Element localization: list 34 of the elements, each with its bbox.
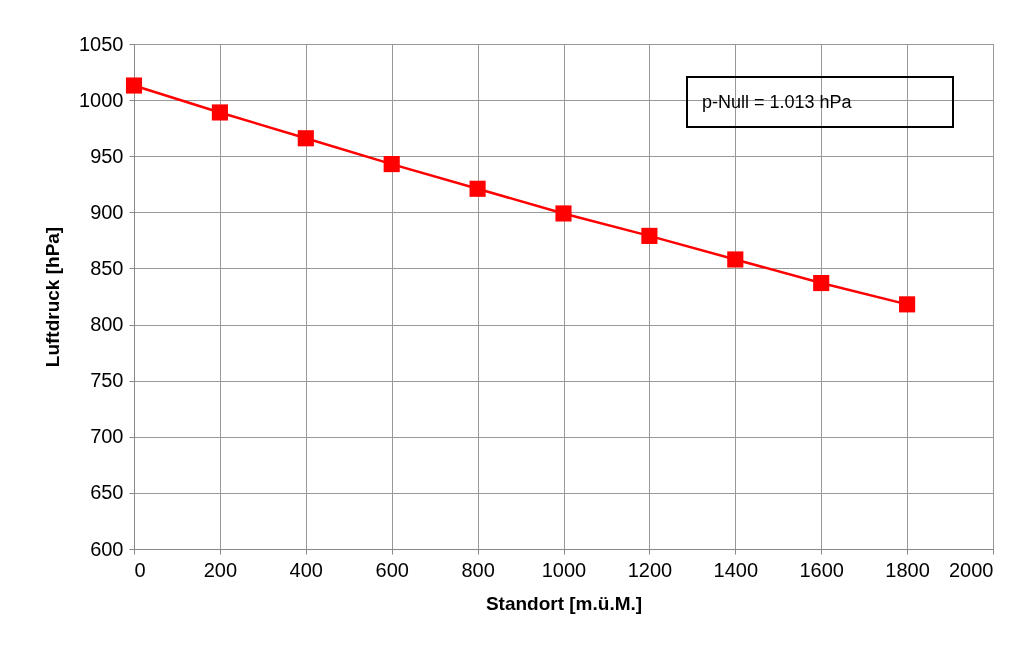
x-tick-label: 200 <box>203 558 238 581</box>
x-tick-label: 1400 <box>713 558 759 581</box>
y-tick-label: 1050 <box>79 32 124 55</box>
point <box>383 156 400 173</box>
point <box>125 77 143 94</box>
y-tick-label: 1000 <box>79 88 124 111</box>
point <box>211 104 228 121</box>
point <box>555 205 572 222</box>
x-tick-label: 1200 <box>627 558 673 581</box>
note-box: p-Null = 1.013 hPa <box>686 76 954 128</box>
y-tick-label: 750 <box>90 369 124 392</box>
x-tick-label: 1000 <box>541 558 587 581</box>
y-tick-label: 800 <box>90 313 124 336</box>
y-axis-title: Luftdruck [hPa] <box>42 226 64 368</box>
x-tick-label: 1600 <box>799 558 844 581</box>
y-tick-label: 650 <box>90 481 124 504</box>
x-axis-title: Standort [m.ü.M.] <box>485 592 643 614</box>
y-tick-label: 900 <box>90 200 124 223</box>
y-tick-label: 950 <box>90 144 124 167</box>
x-tick-label: 1800 <box>885 558 930 581</box>
x-tick-label: 400 <box>289 558 323 581</box>
x-tick-label: 2000 <box>949 558 994 581</box>
y-tick-label: 700 <box>90 425 124 448</box>
point <box>297 130 314 147</box>
x-tick-label: 800 <box>461 558 495 581</box>
x-tick-label: 0 <box>134 558 146 581</box>
x-tick-label: 600 <box>375 558 409 581</box>
point <box>813 274 830 292</box>
point <box>641 227 658 244</box>
y-tick-label: 850 <box>90 256 124 279</box>
point <box>469 180 486 197</box>
point <box>899 296 916 313</box>
y-tick-label: 600 <box>90 537 124 560</box>
point <box>727 251 744 268</box>
